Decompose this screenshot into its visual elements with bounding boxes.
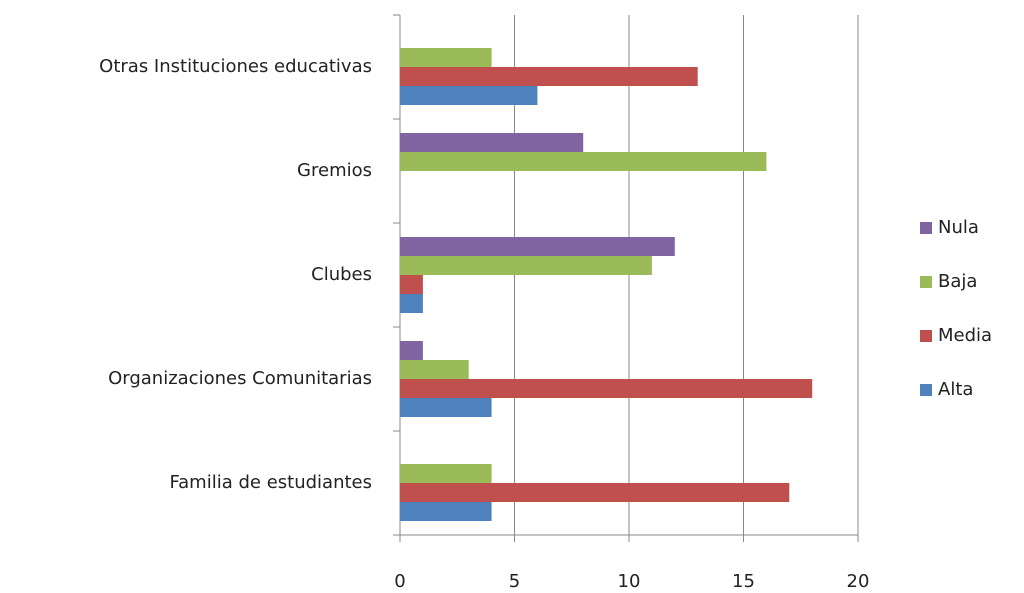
- legend-swatch: [920, 222, 932, 234]
- bar: [400, 237, 675, 256]
- legend-swatch: [920, 384, 932, 396]
- legend-label: Nula: [938, 217, 979, 238]
- bar: [400, 379, 813, 398]
- bar: [400, 48, 492, 67]
- bar: [400, 360, 469, 379]
- bar: [400, 275, 423, 294]
- bar: [400, 502, 492, 521]
- legend-label: Alta: [938, 379, 973, 400]
- category-label: Organizaciones Comunitarias: [108, 368, 372, 389]
- bar: [400, 67, 698, 86]
- bar: [400, 483, 790, 502]
- category-label: Otras Instituciones educativas: [99, 56, 372, 77]
- x-tick-label: 0: [394, 571, 405, 592]
- x-tick-label: 15: [732, 571, 755, 592]
- legend-label: Baja: [938, 271, 977, 292]
- legend-swatch: [920, 276, 932, 288]
- bar: [400, 133, 584, 152]
- bar: [400, 86, 538, 105]
- bar: [400, 464, 492, 483]
- legend-swatch: [920, 330, 932, 342]
- legend-label: Media: [938, 325, 992, 346]
- bar: [400, 256, 652, 275]
- x-tick-label: 10: [618, 571, 641, 592]
- category-label: Familia de estudiantes: [169, 472, 372, 493]
- category-label: Gremios: [297, 160, 372, 181]
- bar: [400, 294, 423, 313]
- x-tick-label: 5: [509, 571, 520, 592]
- category-label: Clubes: [311, 264, 372, 285]
- bar: [400, 341, 423, 360]
- x-tick-label: 20: [847, 571, 870, 592]
- bar: [400, 398, 492, 417]
- bar: [400, 152, 767, 171]
